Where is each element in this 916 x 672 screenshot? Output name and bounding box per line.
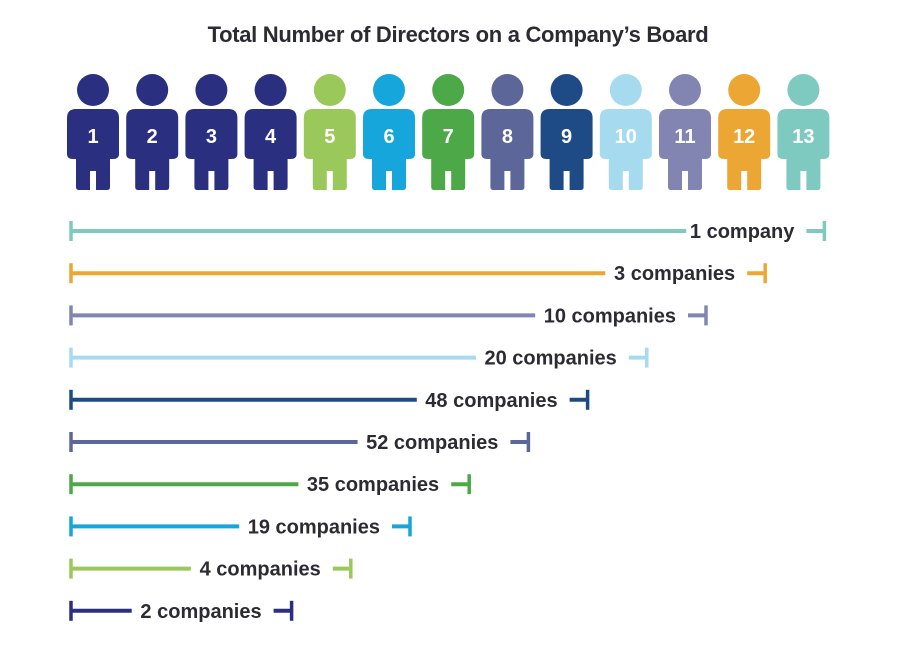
person-body [185,109,238,190]
range-bar-5-directors: 4 companies [69,558,353,581]
person-body [363,109,415,190]
person-number-label: 12 [733,126,755,148]
range-bar-8-directors: 52 companies [69,432,531,454]
person-icon-12: 12 [718,74,771,190]
person-icon-9: 9 [540,74,593,190]
person-body [777,109,830,190]
person-body [244,109,297,190]
person-number-label: 7 [443,126,454,148]
person-number-label: 8 [502,126,513,148]
person-head [491,74,524,106]
range-bar-label: 19 companies [248,516,380,538]
person-icon-5: 5 [303,74,356,190]
person-head [609,74,642,106]
person-number-label: 13 [792,126,814,148]
person-number-label: 11 [674,126,695,148]
person-number-label: 9 [561,126,572,148]
range-bar-12-directors: 3 companies [69,263,767,285]
range-bar-label: 52 companies [366,432,498,454]
person-head [313,74,346,106]
person-icon-2: 2 [126,74,179,190]
person-number-label: 6 [383,126,394,148]
person-icon-1: 1 [67,74,119,190]
range-bar-10-directors: 20 companies [69,347,649,370]
person-body [659,109,711,190]
person-number-label: 3 [206,126,217,148]
person-number-label: 10 [615,126,637,148]
range-bar-label: 3 companies [614,263,735,285]
person-head [77,74,109,106]
person-number-label: 1 [87,126,98,148]
person-head [550,74,583,106]
person-head [669,74,701,106]
range-bar-13-directors: 1 company [69,221,827,243]
range-bar-label: 20 companies [485,348,617,370]
person-number-label: 5 [324,126,335,148]
person-body [126,109,179,190]
range-bar-4-directors: 2 companies [69,600,294,623]
range-bar-6-directors: 19 companies [69,516,412,538]
range-bar-label: 2 companies [140,601,261,623]
range-bar-label: 1 company [690,221,795,243]
person-body [481,109,534,190]
person-icon-10: 10 [599,74,652,190]
people-icons-row: 1 2 3 4 5 6 7 8 9 10 11 12 13 [67,74,830,190]
person-icon-4: 4 [244,74,297,190]
person-icon-6: 6 [363,74,415,190]
person-icon-11: 11 [659,74,711,190]
range-bar-label: 35 companies [307,474,439,496]
range-bar-7-directors: 35 companies [69,474,471,496]
person-head [787,74,820,106]
person-body [67,109,119,190]
person-head [728,74,761,106]
person-body [303,109,356,190]
person-icon-13: 13 [777,74,830,190]
range-bar-label: 4 companies [200,559,321,581]
person-body [422,109,475,190]
person-icon-3: 3 [185,74,238,190]
person-head [432,74,465,106]
person-body [718,109,771,190]
range-bar-9-directors: 48 companies [69,389,590,412]
range-bar-11-directors: 10 companies [69,305,708,327]
person-body [599,109,652,190]
chart-title: Total Number of Directors on a Company’s… [207,22,709,47]
person-head [373,74,405,106]
range-bars: 1 company 3 companies 10 companies 20 compa… [69,221,827,623]
person-head [254,74,287,106]
range-bar-label: 10 companies [544,305,676,327]
person-head [136,74,169,106]
person-icon-7: 7 [422,74,475,190]
person-icon-8: 8 [481,74,534,190]
person-number-label: 4 [265,126,277,148]
person-number-label: 2 [147,126,158,148]
person-body [540,109,593,190]
range-bar-label: 48 companies [425,390,557,412]
person-head [195,74,228,106]
